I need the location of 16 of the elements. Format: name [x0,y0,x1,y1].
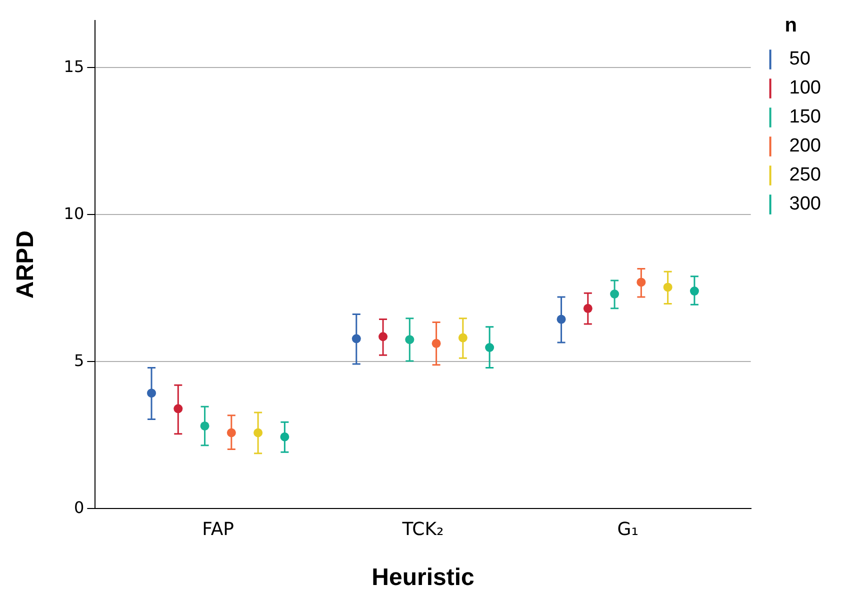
legend-label: 200 [789,136,821,157]
legend-label: 100 [789,78,821,99]
x-axis-title: Heuristic [372,564,474,592]
y-axis-title: ARPD [12,230,40,299]
x-tick-label: FAP [202,519,234,540]
x-tick-label: TCK₂ [401,519,444,540]
legend-label: 150 [789,106,821,128]
legend-label: 300 [789,194,821,215]
y-tick-label: 10 [64,204,84,223]
y-tick-label: 15 [64,56,84,76]
legend-label: 50 [789,48,810,70]
y-tick-label: 5 [74,350,84,370]
legend-title: n [784,14,798,37]
y-tick-label: 0 [74,498,84,517]
legend-label: 250 [789,164,821,186]
x-tick-label: G₁ [617,519,638,540]
